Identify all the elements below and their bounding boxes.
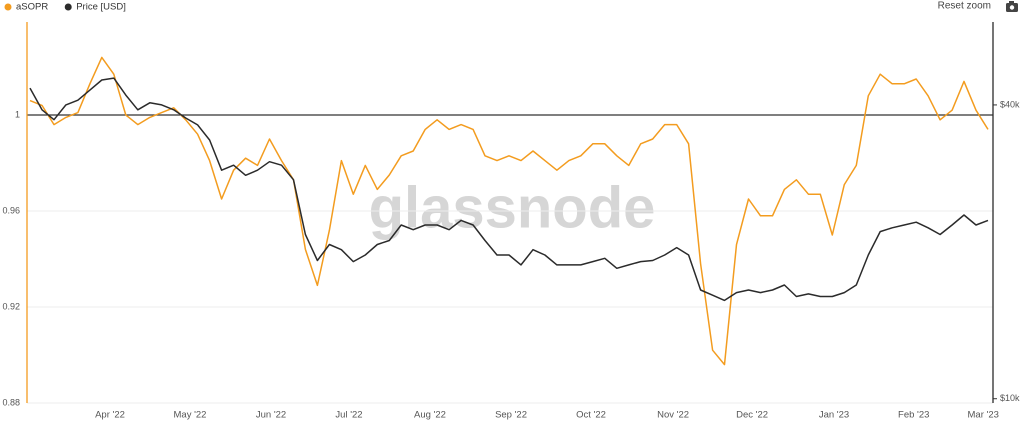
x-tick-label: Sep '22	[495, 410, 527, 421]
legend-label[interactable]: Price [USD]	[76, 2, 126, 13]
x-tick-label: Feb '23	[898, 410, 929, 421]
legend-marker[interactable]	[4, 3, 12, 11]
reset-zoom-button[interactable]: Reset zoom	[938, 1, 991, 12]
legend-label[interactable]: aSOPR	[16, 2, 48, 13]
x-tick-label: Nov '22	[657, 410, 689, 421]
y-tick-label: 0.88	[2, 397, 20, 407]
series-line	[29, 77, 989, 302]
y-tick-label: 0.96	[2, 205, 20, 215]
camera-top	[1009, 1, 1014, 4]
x-tick-label: Oct '22	[576, 410, 606, 421]
y-tick-label: 0.92	[2, 301, 20, 311]
x-tick-label: Jun '22	[256, 410, 286, 421]
y-tick-label: 1	[15, 109, 20, 119]
camera-icon[interactable]	[1006, 1, 1018, 12]
watermark: glassnode	[369, 175, 656, 240]
x-tick-label: May '22	[174, 410, 207, 421]
legend-marker[interactable]	[64, 3, 72, 11]
x-tick-label: Jul '22	[335, 410, 362, 421]
x-tick-label: Aug '22	[414, 410, 446, 421]
y2-tick-label: $10k	[1000, 393, 1020, 403]
camera-lens	[1009, 5, 1015, 10]
x-tick-label: Jan '23	[819, 410, 849, 421]
x-tick-label: Mar '23	[968, 410, 999, 421]
series-line	[29, 56, 989, 366]
x-tick-label: Apr '22	[95, 410, 125, 421]
x-tick-label: Dec '22	[736, 410, 768, 421]
y2-tick-label: $40k	[1000, 99, 1020, 109]
